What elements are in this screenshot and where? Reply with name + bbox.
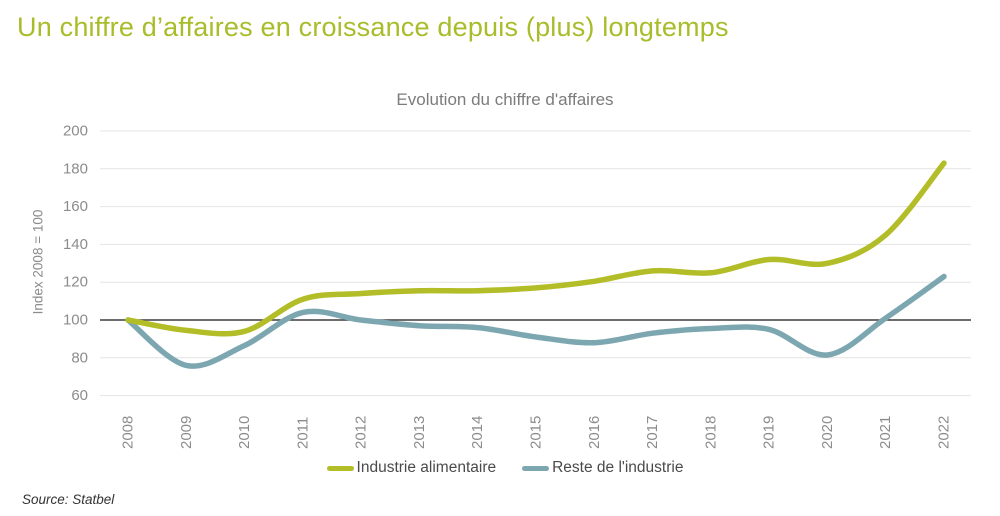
legend-swatch-reste-industrie [522, 465, 550, 471]
x-tick-label: 2019 [761, 416, 778, 449]
legend-label: Reste de l'industrie [552, 459, 684, 476]
x-tick-label: 2021 [877, 416, 894, 449]
y-tick-label: 200 [63, 123, 88, 140]
x-tick-label: 2009 [178, 416, 195, 449]
x-tick-label: 2012 [353, 416, 370, 449]
x-tick-label: 2011 [294, 417, 311, 449]
y-tick-label: 60 [71, 387, 88, 404]
x-tick-label: 2018 [702, 416, 719, 449]
series-line-1 [125, 273, 947, 369]
y-tick-label: 80 [71, 349, 88, 366]
legend-item-industrie-alimentaire: Industrie alimentaire [326, 459, 497, 477]
x-tick-label: 2017 [644, 416, 661, 449]
x-tick-label: 2022 [936, 416, 953, 449]
y-tick-label: 180 [63, 160, 88, 177]
legend-swatch-industrie-alimentaire [326, 465, 354, 471]
y-tick-label: 160 [63, 198, 88, 215]
x-tick-label: 2010 [236, 416, 253, 449]
source-note: Source: Statbel [22, 492, 115, 507]
x-tick-label: 2008 [120, 416, 137, 449]
x-tick-label: 2016 [586, 416, 603, 449]
legend-label: Industrie alimentaire [356, 459, 497, 476]
y-tick-label: 140 [63, 236, 88, 253]
x-tick-label: 2014 [469, 416, 486, 449]
x-tick-label: 2013 [411, 416, 428, 449]
series-line-0 [125, 160, 947, 337]
y-tick-label: 120 [63, 274, 88, 291]
x-tick-label: 2015 [528, 416, 545, 449]
x-tick-label: 2020 [819, 416, 836, 449]
legend-item-reste-industrie: Reste de l'industrie [522, 459, 683, 477]
y-tick-label: 100 [63, 312, 88, 329]
page-title: Un chiffre d’affaires en croissance depu… [17, 12, 729, 42]
chart-title: Evolution du chiffre d'affaires [396, 90, 614, 109]
chart-legend: Industrie alimentaire Reste de l'industr… [40, 459, 970, 477]
